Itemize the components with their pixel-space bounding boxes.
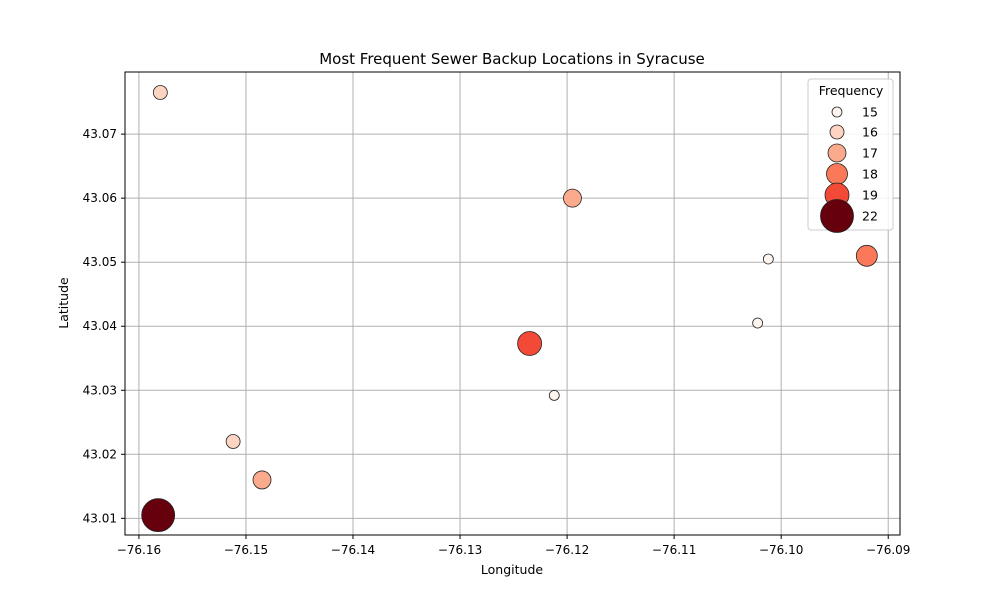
data-point xyxy=(517,331,543,356)
legend-title: Frequency xyxy=(819,83,884,98)
x-axis-ticks: −76.16 −76.15 −76.14 −76.13 −76.12 −76.11 −76.… xyxy=(117,535,910,557)
chart-title: Most Frequent Sewer Backup Locations in … xyxy=(319,50,705,68)
legend-marker xyxy=(820,199,854,233)
legend-marker xyxy=(829,124,845,140)
legend-label: 18 xyxy=(862,167,878,182)
data-point xyxy=(752,317,764,329)
y-tick-label: 43.02 xyxy=(83,447,117,461)
legend-label: 22 xyxy=(862,209,878,224)
legend-label: 17 xyxy=(862,146,878,161)
x-tick-label: −76.09 xyxy=(866,543,910,557)
legend-label: 16 xyxy=(862,125,878,140)
y-tick-label: 43.03 xyxy=(83,383,117,397)
x-tick-label: −76.11 xyxy=(652,543,696,557)
legend-marker xyxy=(827,143,847,163)
y-tick-label: 43.01 xyxy=(83,511,117,525)
data-point xyxy=(141,498,176,533)
y-tick-label: 43.07 xyxy=(83,127,117,141)
data-points xyxy=(141,85,878,533)
legend-label: 15 xyxy=(862,105,878,120)
y-axis-label: Latitude xyxy=(56,277,71,329)
y-axis-ticks: 43.01 43.02 43.03 43.04 43.05 43.06 43.07 xyxy=(83,127,125,525)
y-tick-label: 43.06 xyxy=(83,191,117,205)
x-tick-label: −76.13 xyxy=(438,543,482,557)
plot-frame xyxy=(124,71,901,536)
data-point xyxy=(855,244,878,267)
data-point xyxy=(762,253,774,265)
legend-label: 19 xyxy=(862,188,878,203)
x-tick-label: −76.15 xyxy=(224,543,268,557)
x-tick-label: −76.10 xyxy=(759,543,803,557)
data-point xyxy=(252,470,272,490)
legend-entries: 15 16 17 18 19 22 xyxy=(820,105,878,233)
y-tick-label: 43.05 xyxy=(83,255,117,269)
legend: Frequency 15 16 17 18 19 22 xyxy=(807,78,894,233)
x-tick-label: −76.16 xyxy=(117,543,161,557)
data-point xyxy=(225,434,241,449)
x-axis-label: Longitude xyxy=(481,562,543,577)
grid xyxy=(125,72,900,535)
y-tick-label: 43.04 xyxy=(83,319,117,333)
legend-marker xyxy=(826,163,848,185)
data-point xyxy=(563,188,582,208)
legend-marker xyxy=(831,106,843,118)
data-point xyxy=(548,389,560,401)
x-tick-label: −76.12 xyxy=(545,543,589,557)
data-point xyxy=(152,85,168,100)
x-tick-label: −76.14 xyxy=(331,543,375,557)
